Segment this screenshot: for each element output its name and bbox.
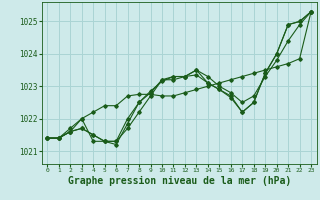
X-axis label: Graphe pression niveau de la mer (hPa): Graphe pression niveau de la mer (hPa) [68,176,291,186]
